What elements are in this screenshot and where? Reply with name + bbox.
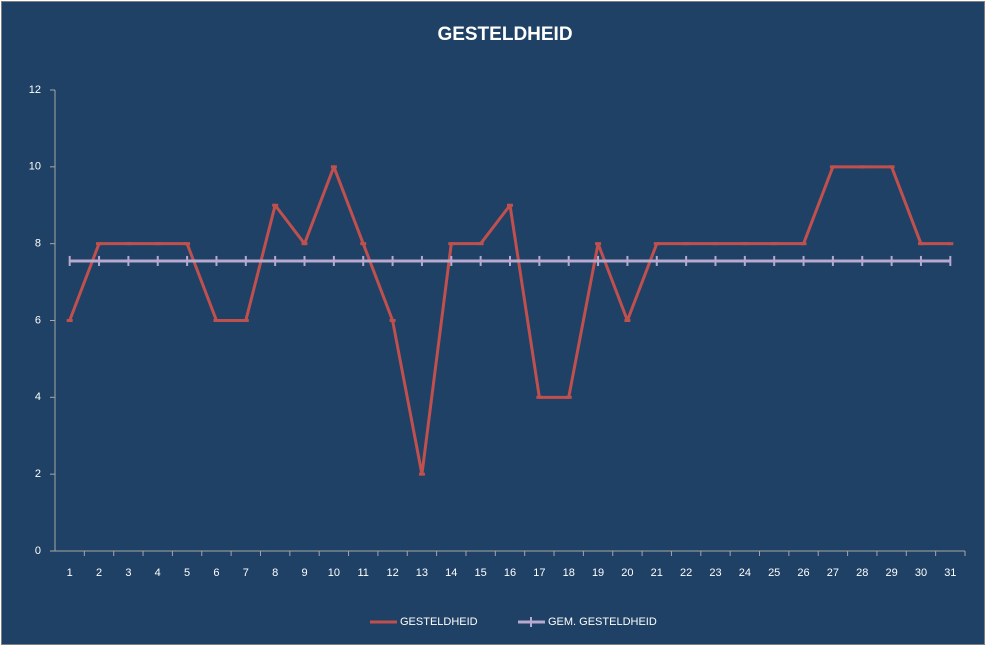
x-tick-label: 29	[885, 567, 897, 579]
x-tick-label: 1	[67, 567, 73, 579]
x-tick-label: 4	[155, 567, 161, 579]
x-tick-label: 13	[416, 567, 428, 579]
x-tick-label: 21	[651, 567, 663, 579]
y-tick-label: 2	[35, 468, 41, 480]
legend-label: GESTELDHEID	[400, 616, 478, 628]
x-tick-label: 7	[243, 567, 249, 579]
y-tick-label: 12	[29, 84, 41, 96]
x-tick-label: 14	[445, 567, 457, 579]
x-tick-label: 5	[184, 567, 190, 579]
x-tick-label: 15	[475, 567, 487, 579]
x-tick-label: 10	[328, 567, 340, 579]
x-tick-label: 6	[213, 567, 219, 579]
x-tick-label: 31	[944, 567, 956, 579]
y-tick-label: 10	[29, 161, 41, 173]
x-tick-label: 3	[125, 567, 131, 579]
x-tick-label: 23	[709, 567, 721, 579]
x-tick-label: 17	[533, 567, 545, 579]
x-tick-label: 2	[96, 567, 102, 579]
x-tick-label: 30	[915, 567, 927, 579]
y-tick-label: 6	[35, 314, 41, 326]
x-tick-label: 25	[768, 567, 780, 579]
x-tick-label: 16	[504, 567, 516, 579]
x-tick-label: 24	[739, 567, 751, 579]
x-tick-label: 22	[680, 567, 692, 579]
x-tick-label: 9	[301, 567, 307, 579]
y-tick-label: 8	[35, 238, 41, 250]
x-tick-label: 8	[272, 567, 278, 579]
x-tick-label: 12	[386, 567, 398, 579]
x-tick-label: 27	[827, 567, 839, 579]
x-tick-label: 20	[621, 567, 633, 579]
y-tick-label: 4	[35, 391, 41, 403]
legend-label: GEM. GESTELDHEID	[548, 616, 657, 628]
x-tick-label: 19	[592, 567, 604, 579]
x-tick-label: 18	[563, 567, 575, 579]
y-tick-label: 0	[35, 545, 41, 557]
x-tick-label: 11	[358, 567, 369, 579]
x-tick-label: 28	[856, 567, 868, 579]
x-tick-label: 26	[797, 567, 809, 579]
chart-title: GESTELDHEID	[437, 24, 572, 45]
